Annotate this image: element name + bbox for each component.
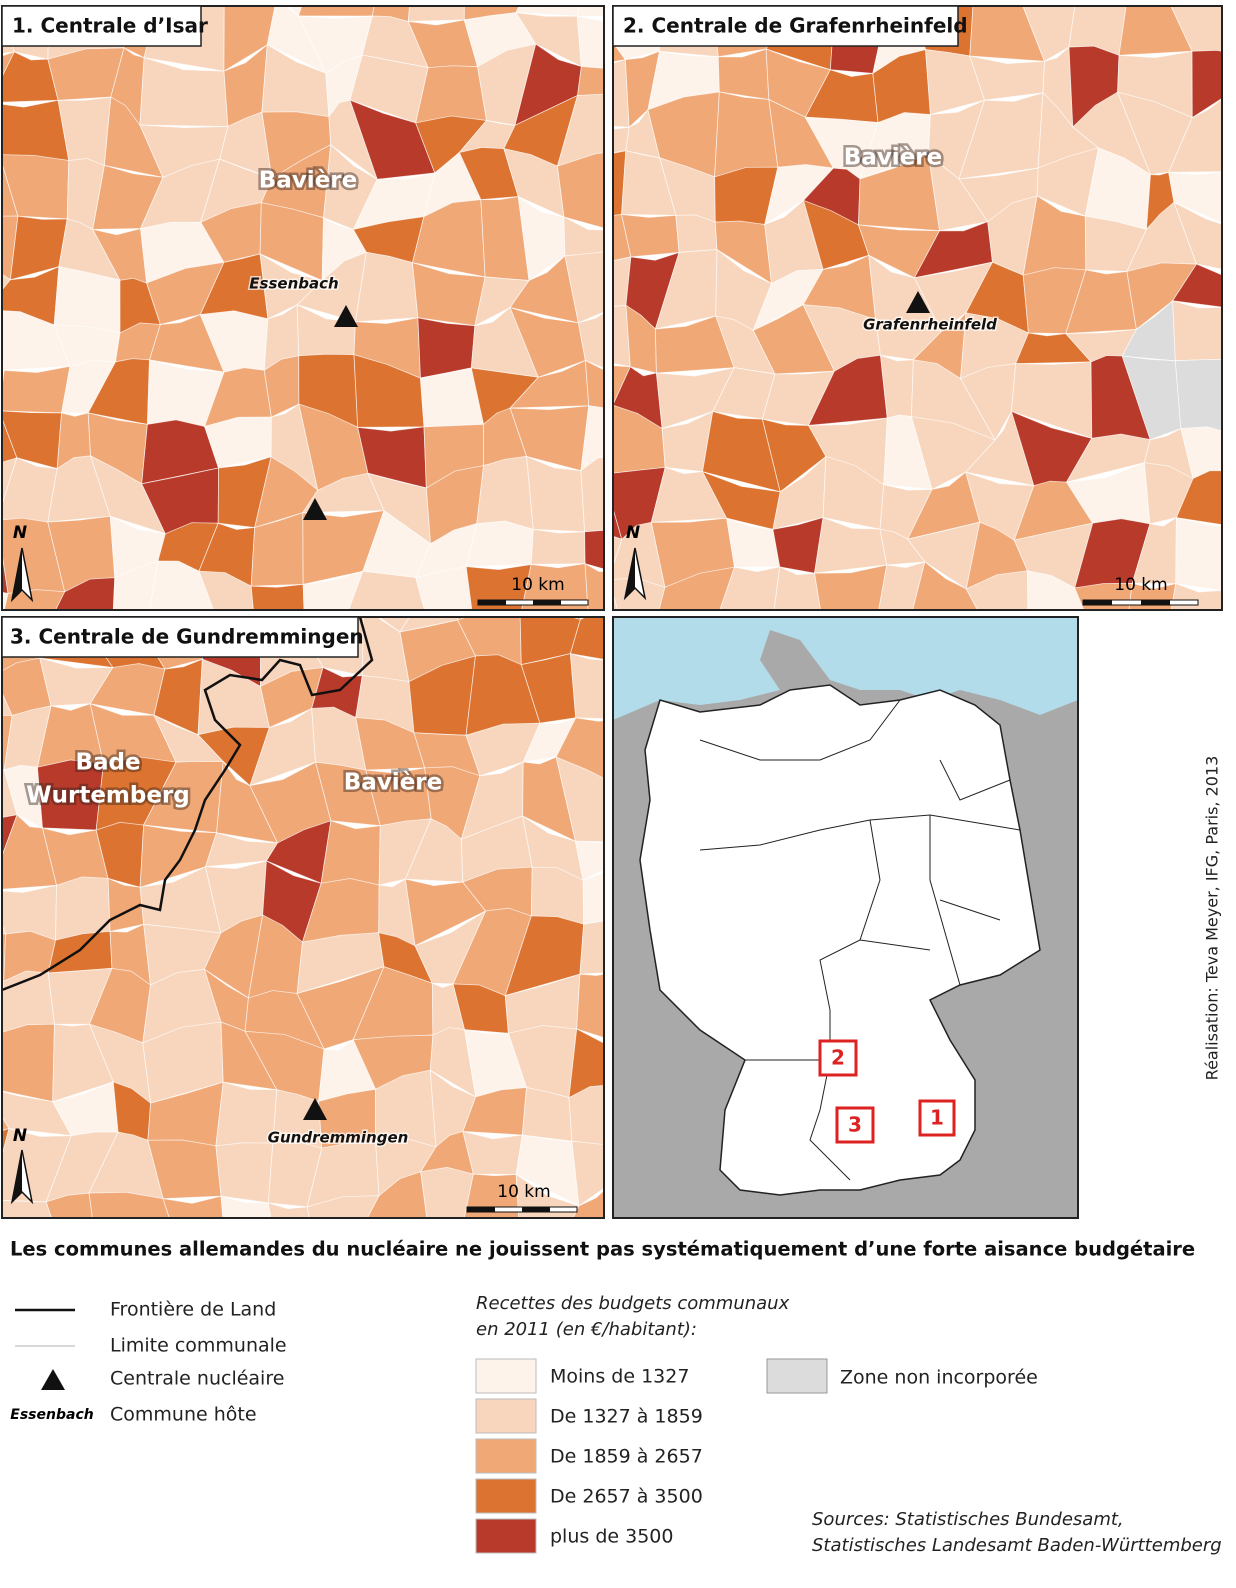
region-label: Bavière	[344, 770, 442, 796]
region-label: Bavière	[844, 145, 942, 171]
commune	[622, 214, 680, 256]
figure-title: Les communes allemandes du nucléaire ne …	[10, 1238, 1195, 1261]
region-label: Bade	[75, 750, 140, 776]
symbol-legend: Frontière de Land Limite communale Centr…	[10, 1299, 286, 1426]
commune	[1012, 0, 1092, 3]
commune	[0, 1024, 54, 1102]
legend-label: plus de 3500	[550, 1526, 673, 1548]
host-commune: Essenbach	[249, 275, 338, 293]
commune	[463, 1131, 522, 1174]
legend-title: Recettes des budgets communaux	[476, 1293, 790, 1314]
north-label: N	[626, 523, 640, 543]
commune	[408, 0, 464, 21]
region-label: Bavière	[259, 168, 357, 194]
commune	[1175, 359, 1233, 434]
commune	[466, 521, 533, 567]
commune	[1169, 0, 1236, 2]
legend-label: Frontière de Land	[110, 1299, 276, 1321]
region-label: Wurtemberg	[26, 783, 190, 809]
legend-title: en 2011 (en €/habitant):	[476, 1319, 697, 1340]
commune	[56, 877, 111, 940]
panel-title: 2. Centrale de Grafenrheinfeld	[623, 14, 968, 38]
legend-swatch	[476, 1399, 536, 1433]
legend-label: De 1859 à 2657	[550, 1446, 703, 1468]
commune	[0, 100, 69, 160]
commune	[1176, 518, 1236, 591]
legend-label: Zone non incorporée	[840, 1367, 1038, 1389]
legend-swatch	[476, 1439, 536, 1473]
panel-title: 3. Centrale de Gundremmingen	[10, 625, 364, 649]
legend-swatch	[767, 1359, 827, 1393]
scale-label: 10 km	[497, 1182, 550, 1202]
legend-swatch	[476, 1519, 536, 1553]
commune	[355, 252, 417, 321]
commune	[477, 456, 534, 529]
commune	[531, 529, 585, 564]
scale-label: 10 km	[511, 575, 564, 595]
legend-label: Commune hôte	[110, 1404, 257, 1426]
legend-label: De 2657 à 3500	[550, 1486, 703, 1508]
box-label: 1	[930, 1106, 944, 1130]
commune	[321, 821, 380, 885]
commune	[49, 0, 93, 3]
legend-label: Moins de 1327	[550, 1366, 689, 1388]
legend-label: Limite communale	[110, 1335, 287, 1357]
source: Sources: Statistisches Bundesamt,	[812, 1509, 1124, 1530]
map-isar	[0, 0, 643, 648]
panel-title: 1. Centrale d’Isar	[12, 14, 208, 38]
commune	[835, 0, 888, 4]
host-commune: Gundremmingen	[268, 1129, 409, 1147]
host-commune: Grafenrheinfeld	[863, 316, 997, 334]
legend-label: De 1327 à 1859	[550, 1406, 703, 1428]
legend-sample: Essenbach	[10, 1407, 93, 1423]
credit: Réalisation: Teva Meyer, IFG, Paris, 201…	[1203, 756, 1222, 1081]
north-label: N	[13, 1126, 27, 1146]
legend-label: Centrale nucléaire	[110, 1368, 284, 1390]
legend-swatch	[476, 1479, 536, 1513]
commune	[715, 92, 778, 177]
legend-swatch	[476, 1359, 536, 1393]
commune	[1173, 301, 1227, 361]
commune	[299, 0, 384, 16]
box-label: 3	[848, 1113, 862, 1137]
commune	[676, 215, 717, 253]
north-label: N	[13, 523, 27, 543]
commune	[416, 66, 487, 123]
commune	[1075, 0, 1147, 3]
scale-label: 10 km	[1114, 575, 1167, 595]
commune	[973, 0, 1019, 3]
commune	[1127, 0, 1175, 3]
source: Statistisches Landesamt Baden-Württember…	[812, 1535, 1222, 1556]
commune	[0, 366, 70, 413]
commune	[0, 0, 51, 3]
commune	[718, 49, 769, 99]
commune	[216, 1143, 273, 1203]
box-label: 2	[831, 1046, 845, 1070]
